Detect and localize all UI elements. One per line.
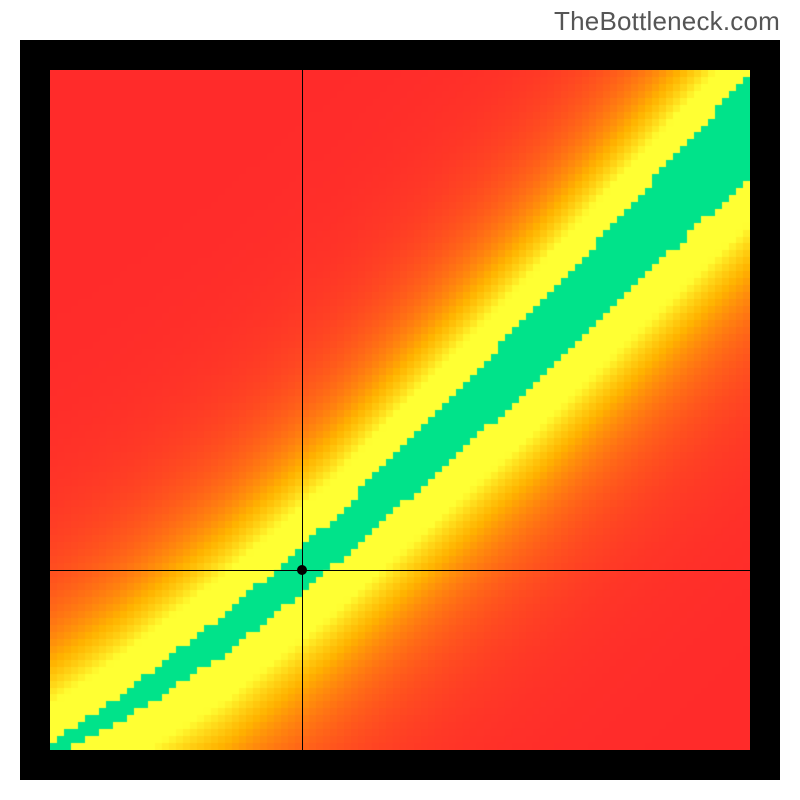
crosshair-dot bbox=[297, 565, 307, 575]
crosshair-horizontal bbox=[50, 570, 750, 571]
root: TheBottleneck.com bbox=[0, 0, 800, 800]
crosshair-vertical bbox=[302, 70, 303, 750]
watermark-text: TheBottleneck.com bbox=[554, 6, 780, 37]
plot-frame bbox=[20, 40, 780, 780]
heatmap-canvas bbox=[50, 70, 750, 750]
